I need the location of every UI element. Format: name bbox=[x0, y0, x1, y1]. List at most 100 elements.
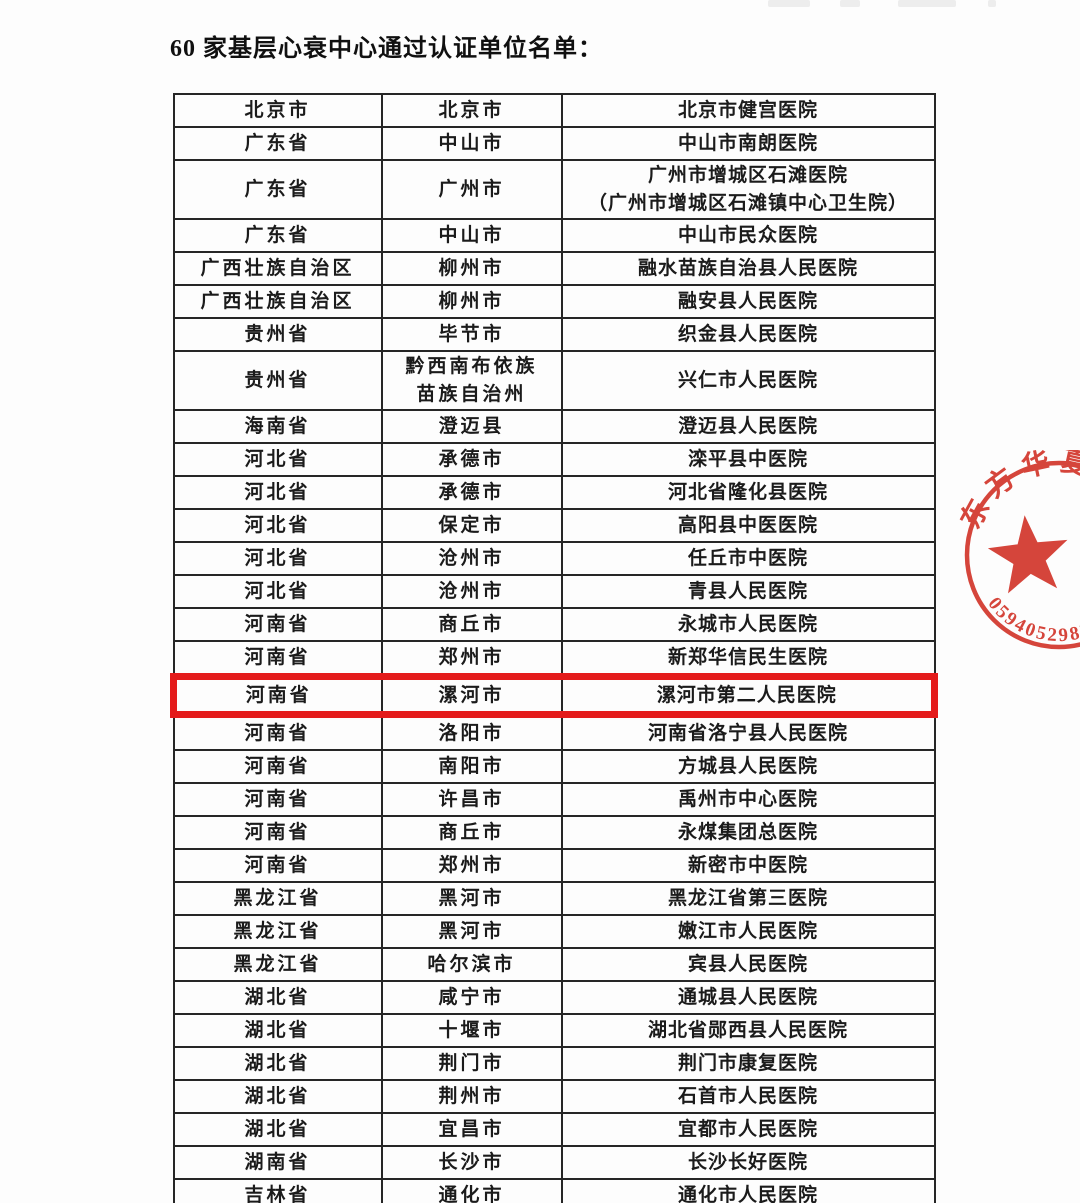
cell-city: 郑州市 bbox=[380, 640, 563, 678]
table-row: 北京市 北京市 北京市健宫医院 bbox=[172, 93, 936, 128]
table-row: 广东省 广州市 广州市增城区石滩医院 （广州市增城区石滩镇中心卫生院） bbox=[172, 158, 936, 221]
cell-city: 黑河市 bbox=[380, 914, 563, 950]
cell-hospital: 澄迈县人民医院 bbox=[560, 409, 936, 445]
table-row: 湖北省 十堰市 湖北省郧西县人民医院 bbox=[172, 1013, 936, 1049]
scan-artifact bbox=[768, 0, 810, 7]
cell-province: 黑龙江省 bbox=[172, 881, 383, 917]
cell-city: 通化市 bbox=[380, 1178, 563, 1203]
table-row: 河南省 商丘市 永煤集团总医院 bbox=[172, 815, 936, 851]
cell-province: 吉林省 bbox=[172, 1178, 383, 1203]
cell-hospital: 荆门市康复医院 bbox=[560, 1046, 936, 1082]
cell-province: 河南省 bbox=[172, 749, 383, 785]
cell-hospital: 长沙长好医院 bbox=[560, 1145, 936, 1181]
table-row: 黑龙江省 哈尔滨市 宾县人民医院 bbox=[172, 947, 936, 983]
cell-province: 湖北省 bbox=[172, 1112, 383, 1148]
cell-hospital: 永煤集团总医院 bbox=[560, 815, 936, 851]
table-row: 贵州省 黔西南布依族 苗族自治州 兴仁市人民医院 bbox=[172, 350, 936, 412]
cell-city: 广州市 bbox=[380, 158, 563, 221]
cell-province: 贵州省 bbox=[172, 350, 383, 412]
seal-ring bbox=[964, 460, 1080, 650]
table-row: 河南省 郑州市 新密市中医院 bbox=[172, 848, 936, 884]
cell-hospital: 宜都市人民医院 bbox=[560, 1112, 936, 1148]
scan-artifact bbox=[988, 0, 996, 7]
cell-city: 中山市 bbox=[380, 126, 563, 161]
cell-city: 柳州市 bbox=[380, 284, 563, 320]
cell-province: 河北省 bbox=[172, 508, 383, 544]
table-row: 广西壮族自治区 柳州市 融安县人民医院 bbox=[172, 284, 936, 320]
table-row: 河北省 沧州市 青县人民医院 bbox=[172, 574, 936, 610]
cell-province: 湖北省 bbox=[172, 1046, 383, 1082]
table-row: 河南省 商丘市 永城市人民医院 bbox=[172, 607, 936, 643]
cell-province: 河北省 bbox=[172, 475, 383, 511]
svg-text:0594052987: 0594052987 bbox=[984, 593, 1080, 646]
seal-top-text: 东方华夏心血 bbox=[955, 450, 1080, 535]
cell-province: 贵州省 bbox=[172, 317, 383, 353]
cell-hospital: 石首市人民医院 bbox=[560, 1079, 936, 1115]
table-row: 湖北省 咸宁市 通城县人民医院 bbox=[172, 980, 936, 1016]
cell-province: 广东省 bbox=[172, 158, 383, 221]
cell-hospital: 嫩江市人民医院 bbox=[560, 914, 936, 950]
table-row: 广东省 中山市 中山市南朗医院 bbox=[172, 126, 936, 161]
cell-city: 毕节市 bbox=[380, 317, 563, 353]
cell-province: 湖北省 bbox=[172, 1013, 383, 1049]
cell-province: 广西壮族自治区 bbox=[172, 251, 383, 287]
cell-city: 商丘市 bbox=[380, 607, 563, 643]
cell-province: 湖南省 bbox=[172, 1145, 383, 1181]
cell-province: 河南省 bbox=[172, 815, 383, 851]
table-row: 河南省 郑州市 新郑华信民生医院 bbox=[172, 640, 936, 678]
cell-province: 湖北省 bbox=[172, 1079, 383, 1115]
cell-city: 许昌市 bbox=[380, 782, 563, 818]
cell-hospital: 融安县人民医院 bbox=[560, 284, 936, 320]
cell-city: 沧州市 bbox=[380, 574, 563, 610]
cell-hospital: 永城市人民医院 bbox=[560, 607, 936, 643]
cell-city: 商丘市 bbox=[380, 815, 563, 851]
seal-star-icon bbox=[987, 515, 1068, 594]
cell-province: 黑龙江省 bbox=[172, 947, 383, 983]
cell-city: 洛阳市 bbox=[380, 713, 563, 752]
cell-hospital: 湖北省郧西县人民医院 bbox=[560, 1013, 936, 1049]
table-row: 河北省 承德市 滦平县中医院 bbox=[172, 442, 936, 478]
table-row-highlighted: 河南省 漯河市 漯河市第二人民医院 bbox=[170, 673, 938, 719]
scan-artifact bbox=[898, 0, 956, 7]
cell-province: 河北省 bbox=[172, 442, 383, 478]
cell-province: 河南省 bbox=[172, 848, 383, 884]
cell-city: 柳州市 bbox=[380, 251, 563, 287]
cell-city: 南阳市 bbox=[380, 749, 563, 785]
cell-province: 广东省 bbox=[172, 218, 383, 254]
table-row: 海南省 澄迈县 澄迈县人民医院 bbox=[172, 409, 936, 445]
cell-province: 海南省 bbox=[172, 409, 383, 445]
cell-hospital: 中山市南朗医院 bbox=[560, 126, 936, 161]
table-row: 黑龙江省 黑河市 嫩江市人民医院 bbox=[172, 914, 936, 950]
cell-city: 承德市 bbox=[380, 475, 563, 511]
cell-city: 咸宁市 bbox=[380, 980, 563, 1016]
cell-hospital: 任丘市中医院 bbox=[560, 541, 936, 577]
table-row: 湖北省 宜昌市 宜都市人民医院 bbox=[172, 1112, 936, 1148]
cell-city: 荆州市 bbox=[380, 1079, 563, 1115]
table-row: 湖南省 长沙市 长沙长好医院 bbox=[172, 1145, 936, 1181]
cell-city: 荆门市 bbox=[380, 1046, 563, 1082]
cell-hospital: 漯河市第二人民医院 bbox=[560, 673, 938, 719]
cell-hospital: 青县人民医院 bbox=[560, 574, 936, 610]
cell-province: 湖北省 bbox=[172, 980, 383, 1016]
cell-hospital: 通化市人民医院 bbox=[560, 1178, 936, 1203]
cell-hospital: 织金县人民医院 bbox=[560, 317, 936, 353]
table-row: 河北省 承德市 河北省隆化县医院 bbox=[172, 475, 936, 511]
table-row: 广西壮族自治区 柳州市 融水苗族自治县人民医院 bbox=[172, 251, 936, 287]
certification-table: 北京市 北京市 北京市健宫医院 广东省 中山市 中山市南朗医院 广东省 广州市 广州市增城区石滩… bbox=[170, 93, 938, 1203]
cell-province: 广西壮族自治区 bbox=[172, 284, 383, 320]
cell-city: 十堰市 bbox=[380, 1013, 563, 1049]
page-title: 60 家基层心衰中心通过认证单位名单： bbox=[170, 36, 603, 62]
cell-city: 黔西南布依族 苗族自治州 bbox=[380, 350, 563, 412]
table-row: 湖北省 荆州市 石首市人民医院 bbox=[172, 1079, 936, 1115]
cell-hospital: 河北省隆化县医院 bbox=[560, 475, 936, 511]
cell-hospital: 融水苗族自治县人民医院 bbox=[560, 251, 936, 287]
cell-city: 北京市 bbox=[380, 93, 563, 128]
cell-province: 河南省 bbox=[172, 782, 383, 818]
table-row: 湖北省 荆门市 荆门市康复医院 bbox=[172, 1046, 936, 1082]
cell-city: 中山市 bbox=[380, 218, 563, 254]
cell-province: 河北省 bbox=[172, 541, 383, 577]
scan-artifact bbox=[840, 0, 860, 7]
svg-text:东方华夏心血: 东方华夏心血 bbox=[955, 450, 1080, 535]
table-row: 河北省 保定市 高阳县中医医院 bbox=[172, 508, 936, 544]
cell-hospital: 高阳县中医医院 bbox=[560, 508, 936, 544]
